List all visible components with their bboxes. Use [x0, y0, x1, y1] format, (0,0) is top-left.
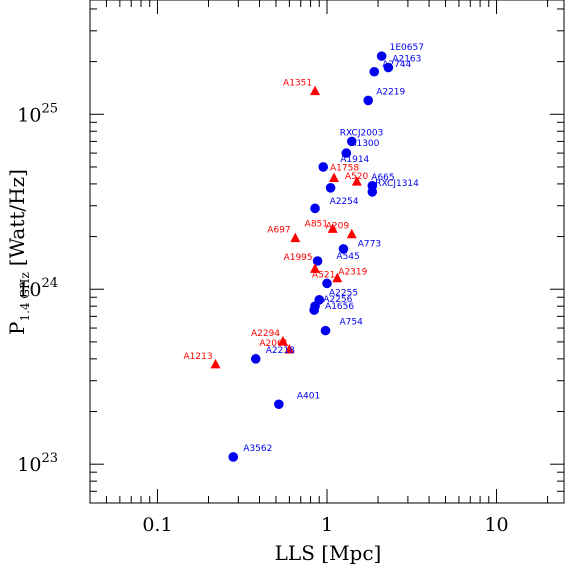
y-tick-label: 1024 — [17, 276, 58, 301]
point-label: A520 — [345, 172, 369, 182]
data-point-triangle — [310, 85, 321, 96]
point-labels: 1E0657A2163A2744A2219RXCJ2003A1300A1914A… — [184, 43, 424, 454]
point-label: A1914 — [340, 155, 369, 165]
point-label: A1995 — [284, 253, 313, 263]
y-axis-label-unit: [Watt/Hz] — [5, 169, 29, 266]
data-point-triangle — [346, 228, 357, 239]
point-label: A401 — [297, 391, 320, 401]
point-label: A773 — [358, 240, 381, 250]
x-tick-label: 0.1 — [142, 514, 172, 536]
point-label: A545 — [336, 252, 359, 262]
x-tick-label: 10 — [484, 514, 508, 536]
y-tick-label: 1025 — [17, 101, 58, 126]
point-label: A2744 — [382, 60, 411, 70]
point-label: A851 — [305, 219, 328, 229]
point-label: A1656 — [325, 302, 354, 312]
data-point-circle — [325, 182, 336, 193]
x-tick-label: 1 — [321, 514, 333, 536]
data-point-circle — [228, 452, 239, 462]
data-point-triangle — [210, 358, 221, 369]
data-point-circle — [383, 62, 394, 73]
y-axis-label: P1.4 GHz [Watt/Hz] — [5, 169, 32, 335]
y-axis-label-main: P — [5, 321, 29, 334]
point-label: A521 — [312, 270, 335, 280]
point-label: A1213 — [184, 352, 213, 362]
data-point-circle — [367, 187, 378, 197]
data-point-triangle — [351, 176, 362, 186]
data-point-triangle — [329, 172, 340, 183]
point-label: A209 — [326, 222, 350, 232]
y-tick-label: 1023 — [17, 451, 58, 476]
point-label: A2254 — [330, 197, 359, 207]
data-point-circle — [320, 325, 331, 336]
data-point-circle — [341, 148, 352, 158]
data-point-circle — [338, 244, 349, 254]
point-label: 1E0657 — [390, 43, 424, 53]
point-label: RXCJ1314 — [375, 179, 419, 189]
point-label: A3562 — [243, 444, 272, 454]
data-points — [210, 51, 394, 462]
point-label: A1758 — [330, 163, 359, 173]
point-label: A2218 — [266, 346, 295, 356]
data-point-triangle — [284, 344, 295, 354]
point-label: A2319 — [338, 268, 367, 278]
x-axis-label: LLS [Mpc] — [275, 541, 382, 565]
data-point-circle — [322, 278, 332, 289]
data-point-triangle — [290, 232, 301, 243]
point-label: A2061 — [259, 339, 288, 349]
plot-frame — [89, 0, 565, 504]
data-point-circle — [274, 399, 284, 410]
data-point-circle — [309, 305, 319, 315]
point-label: RXCJ2003 — [340, 128, 384, 138]
point-label: A2255 — [329, 288, 358, 298]
data-point-circle — [346, 136, 357, 147]
data-point-triangle — [327, 223, 338, 233]
data-point-circle — [376, 51, 387, 61]
data-point-circle — [250, 354, 261, 364]
point-label: A1300 — [350, 139, 379, 149]
point-label: A697 — [267, 225, 290, 235]
data-point-triangle — [310, 263, 321, 273]
point-label: A2256 — [323, 295, 352, 305]
svg-text:P1.4 GHz[Watt/Hz]: P1.4 GHz [Watt/Hz] — [5, 169, 32, 335]
point-label: A2163 — [392, 55, 421, 65]
data-point-circle — [318, 162, 329, 172]
point-label: A754 — [340, 318, 364, 328]
point-label: A1351 — [283, 78, 312, 88]
data-point-triangle — [332, 272, 343, 283]
y-axis-label-sub: 1.4 GHz — [18, 272, 32, 321]
data-point-circle — [363, 95, 374, 106]
point-label: A2219 — [376, 87, 405, 97]
data-point-circle — [312, 256, 323, 266]
data-point-circle — [310, 203, 320, 214]
data-point-triangle — [277, 336, 288, 346]
axis-ticks — [89, 0, 564, 504]
data-point-circle — [369, 66, 380, 77]
point-label: A665 — [371, 173, 394, 183]
axis-tick-labels: 0.1 1 10 1023 1024 1025 — [17, 101, 508, 536]
point-label: A2294 — [251, 329, 280, 339]
